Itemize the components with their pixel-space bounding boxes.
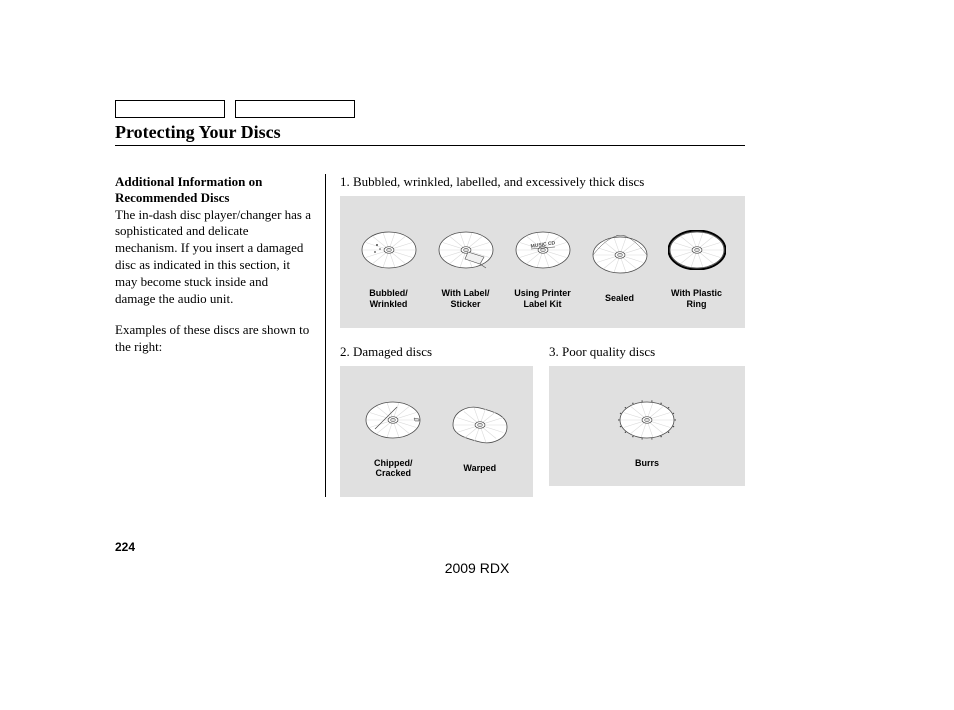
disc-label: Bubbled/Wrinkled [369, 288, 408, 310]
disc-cell: Burrs [618, 400, 676, 469]
left-paragraph-2: Examples of these discs are shown to the… [115, 322, 311, 356]
disc-label: Burrs [635, 458, 659, 469]
disc-icon [364, 400, 422, 440]
footer-text: 2009 RDX [0, 560, 954, 576]
section2-heading: 2. Damaged discs [340, 344, 533, 360]
title-row: Protecting Your Discs [115, 122, 745, 146]
disc-label: Using PrinterLabel Kit [514, 288, 571, 310]
disc-icon [591, 235, 649, 275]
disc-cell: Chipped/Cracked [364, 400, 422, 480]
disc-icon: MUSIC CD [514, 230, 572, 270]
disc-cell: With Label/Sticker [437, 230, 495, 310]
left-paragraph-1: The in-dash disc player/changer has a so… [115, 207, 311, 308]
disc-cell: Warped [451, 405, 509, 474]
disc-label: Chipped/Cracked [374, 458, 413, 480]
section2-panel: Chipped/Cracked Warped [340, 366, 533, 498]
disc-cell: Sealed [591, 235, 649, 304]
disc-icon [437, 230, 495, 270]
section3-panel: Burrs [549, 366, 745, 487]
header-box-1 [115, 100, 225, 118]
disc-cell: MUSIC CD Using PrinterLabel Kit [514, 230, 572, 310]
disc-label: Sealed [605, 293, 634, 304]
header-placeholder-boxes [115, 100, 745, 118]
disc-label: With Label/Sticker [442, 288, 490, 310]
disc-cell: With PlasticRing [668, 230, 726, 310]
section1-heading: 1. Bubbled, wrinkled, labelled, and exce… [340, 174, 745, 190]
disc-icon [618, 400, 676, 440]
disc-cell: Bubbled/Wrinkled [360, 230, 418, 310]
disc-icon [360, 230, 418, 270]
disc-icon [668, 230, 726, 270]
page-title: Protecting Your Discs [115, 122, 745, 143]
left-subheading: Additional Information on Recommended Di… [115, 174, 311, 207]
page-number: 224 [115, 540, 135, 554]
header-box-2 [235, 100, 355, 118]
disc-label: Warped [463, 463, 496, 474]
disc-icon [451, 405, 509, 445]
right-column: 1. Bubbled, wrinkled, labelled, and exce… [326, 174, 745, 497]
disc-label: With PlasticRing [671, 288, 722, 310]
left-column: Additional Information on Recommended Di… [115, 174, 325, 497]
section1-panel: Bubbled/Wrinkled With Label/Sticker MUSI… [340, 196, 745, 328]
section3-heading: 3. Poor quality discs [549, 344, 745, 360]
